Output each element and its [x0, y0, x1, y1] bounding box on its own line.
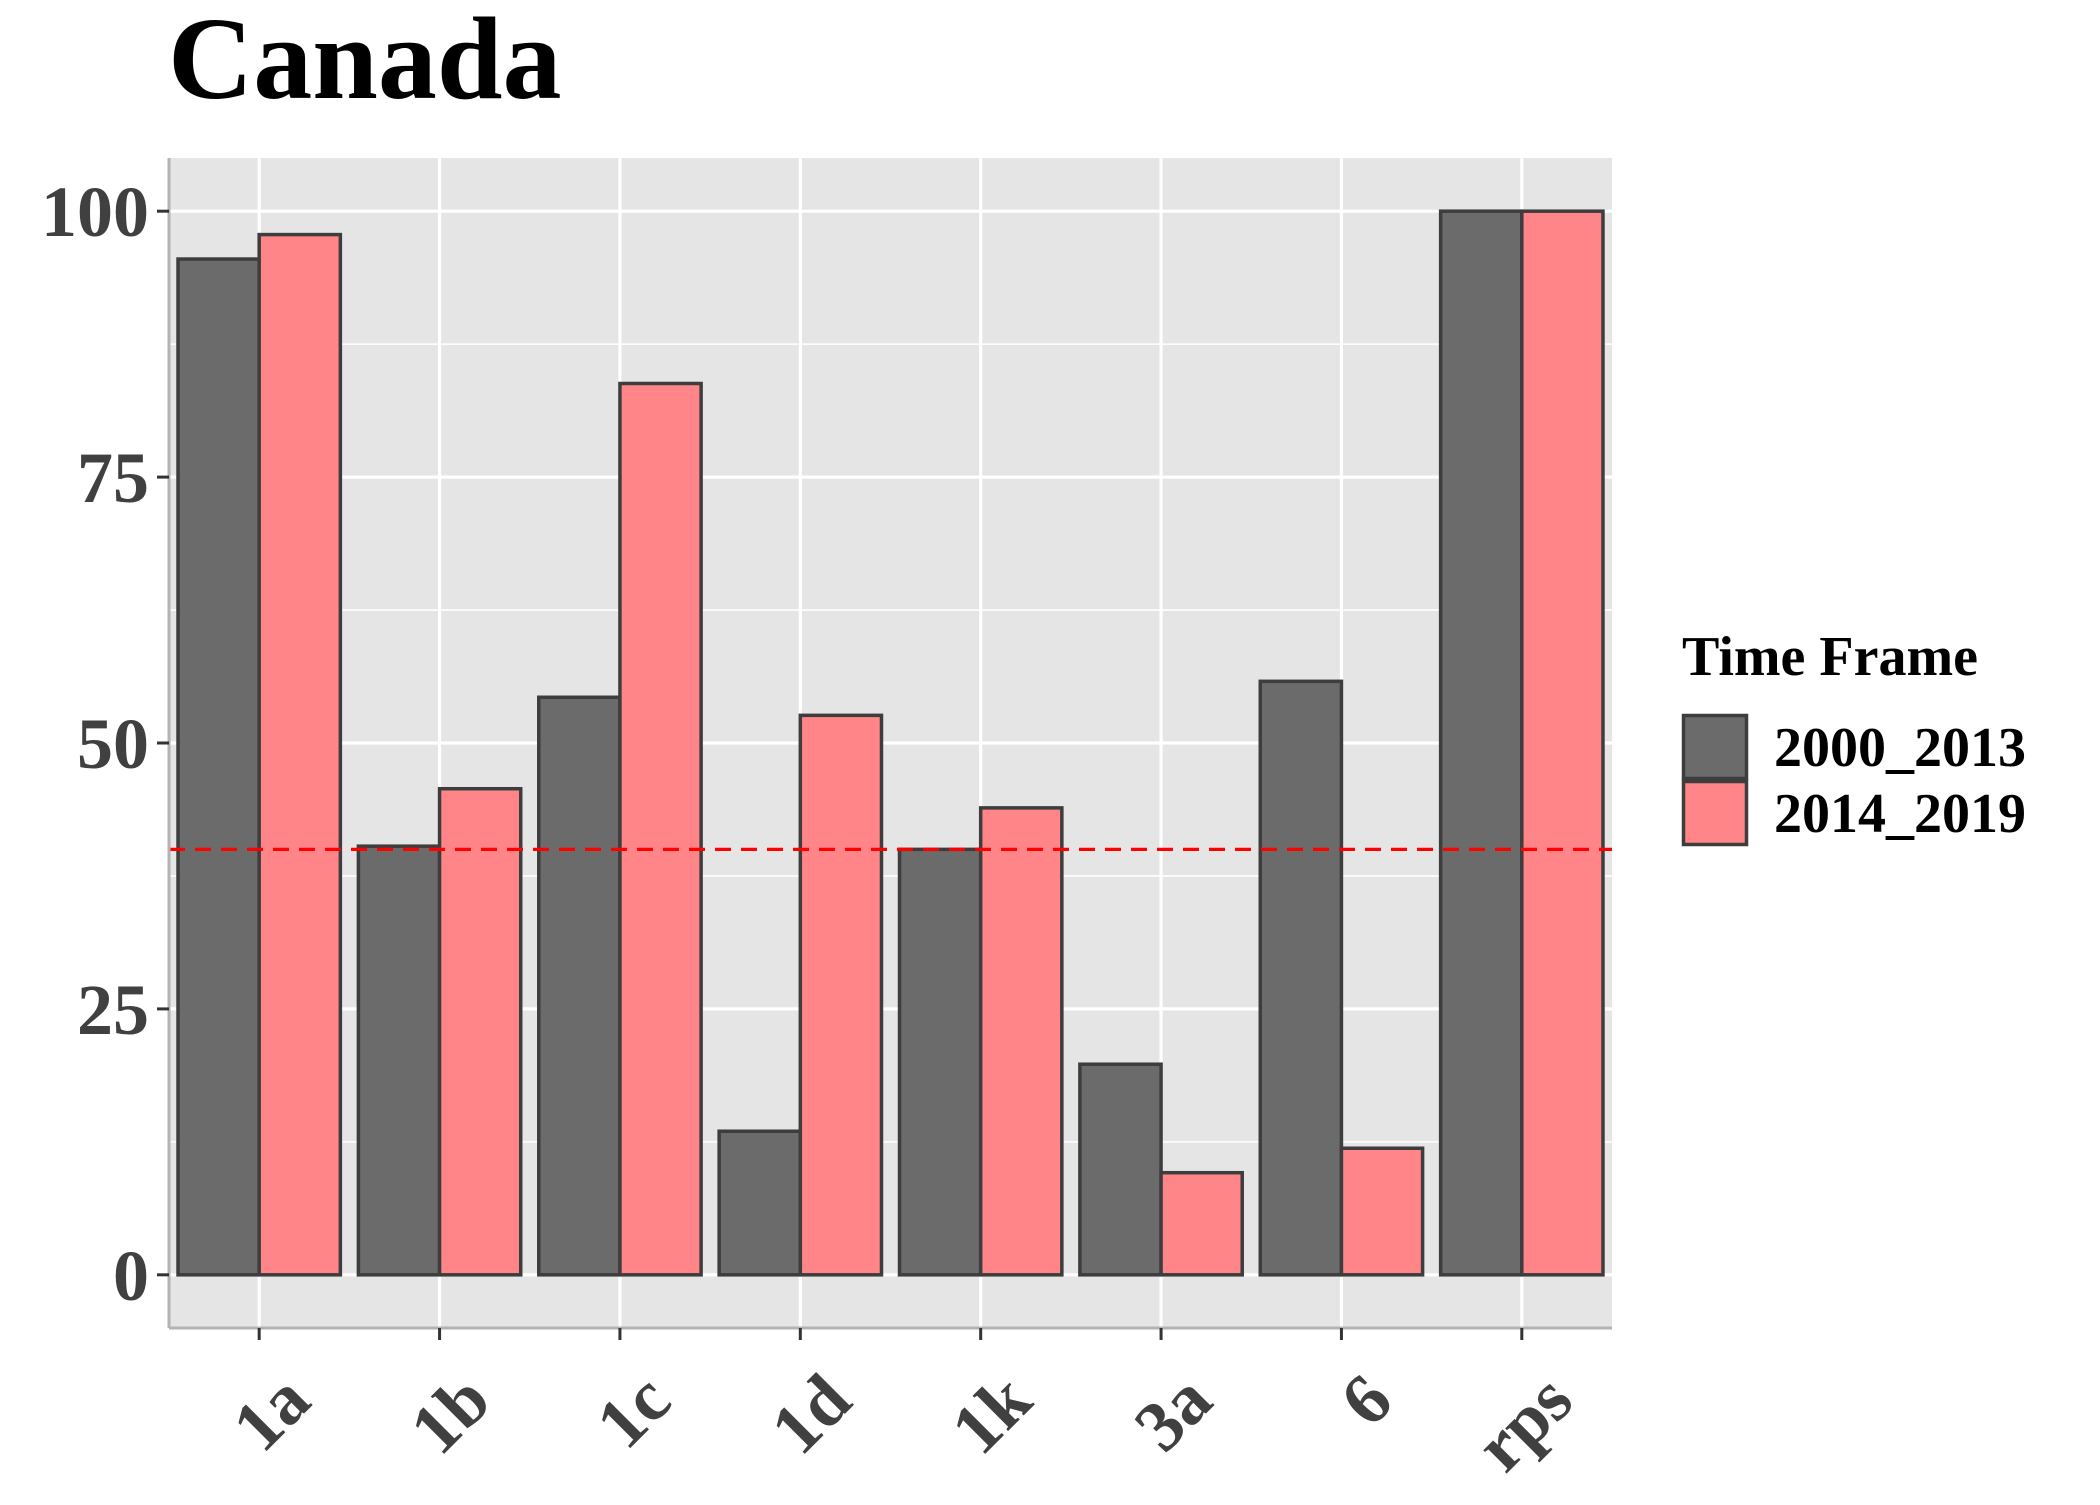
bar-1b-2000_2013 — [356, 844, 442, 1277]
bar-1k-2014_2019 — [978, 806, 1064, 1277]
x-tick-label: rps — [1460, 1359, 1587, 1486]
y-tick-label: 25 — [77, 970, 149, 1050]
x-tick-label: 1c — [581, 1359, 686, 1464]
y-tick-label: 100 — [41, 172, 149, 252]
bar-1c-2000_2013 — [537, 695, 622, 1277]
x-tick-label: 1b — [395, 1359, 505, 1469]
bar-1a-2014_2019 — [257, 232, 343, 1277]
bar-1d-2000_2013 — [717, 1129, 803, 1277]
x-tick-label: 6 — [1325, 1359, 1407, 1441]
bar-6-2014_2019 — [1339, 1146, 1425, 1277]
y-tick-label: 0 — [113, 1236, 149, 1316]
chart-title: Canada — [168, 0, 562, 124]
legend-title: Time Frame — [1682, 626, 1978, 688]
x-tick-label: 1d — [755, 1359, 865, 1469]
x-tick-label: 1a — [217, 1359, 324, 1466]
bar-6-2000_2013 — [1258, 679, 1344, 1277]
legend-key-2000_2013 — [1681, 713, 1749, 781]
bar-1k-2000_2013 — [897, 847, 983, 1277]
bar-1c-2014_2019 — [618, 381, 703, 1277]
y-tick-label: 50 — [77, 704, 149, 784]
legend-label-2000_2013: 2000_2013 — [1774, 717, 2026, 779]
legend-key-2014_2019 — [1681, 779, 1749, 847]
bar-1b-2014_2019 — [437, 786, 523, 1277]
bar-1a-2000_2013 — [176, 257, 261, 1277]
bar-1d-2014_2019 — [798, 713, 884, 1277]
bar-3a-2000_2013 — [1078, 1062, 1163, 1277]
x-tick-label: 1k — [936, 1359, 1046, 1469]
x-tick-label: 3a — [1119, 1359, 1226, 1466]
legend-label-2014_2019: 2014_2019 — [1774, 783, 2026, 845]
bar-3a-2014_2019 — [1159, 1170, 1244, 1277]
bar-rps-2014_2019 — [1520, 209, 1605, 1277]
bar-rps-2000_2013 — [1438, 209, 1524, 1277]
y-tick-label: 75 — [77, 438, 149, 518]
